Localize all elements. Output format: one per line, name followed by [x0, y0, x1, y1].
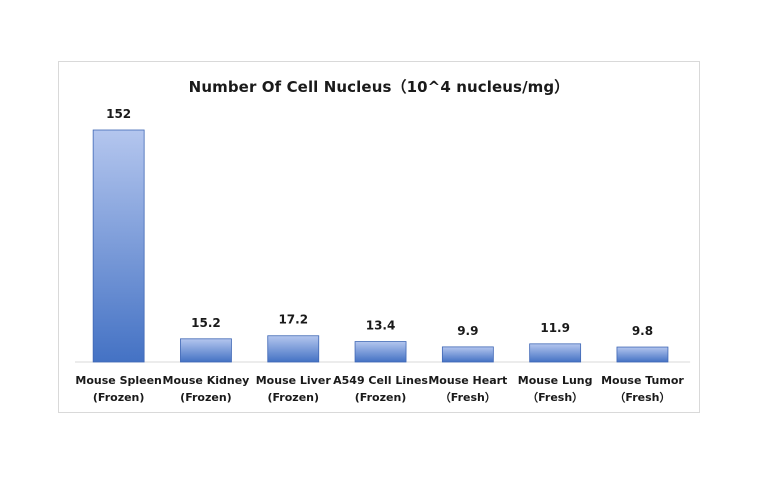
bar-3: [354, 341, 407, 363]
category-label-6-line-1: （Fresh）: [614, 391, 670, 404]
category-label-0-line-0: Mouse Spleen: [75, 374, 162, 387]
category-label-5-line-0: Mouse Lung: [518, 374, 593, 387]
bar-6: [616, 346, 669, 363]
value-label-6: 9.8: [632, 324, 653, 338]
category-label-2-line-0: Mouse Liver: [256, 374, 332, 387]
bar-0: [92, 129, 145, 363]
category-label-4-line-0: Mouse Heart: [428, 374, 507, 387]
category-label-5-line-1: （Fresh）: [527, 391, 583, 404]
value-label-0: 152: [106, 107, 131, 121]
bars-group: [92, 129, 669, 363]
value-labels-group: 152 15.2 17.2 13.4 9.9 11.9 9.8: [106, 107, 653, 338]
category-label-4-line-1: （Fresh）: [440, 391, 496, 404]
category-label-3-line-0: A549 Cell Lines: [333, 374, 428, 387]
value-label-2: 17.2: [278, 313, 308, 327]
bar-5: [529, 343, 582, 363]
category-label-0-line-1: (Frozen): [93, 391, 145, 404]
category-labels-group: Mouse Spleen (Frozen) Mouse Kidney (Frozen)…: [75, 374, 684, 404]
bar-4: [441, 346, 494, 363]
value-label-4: 9.9: [457, 324, 478, 338]
bar-1: [180, 338, 232, 363]
chart-title: Number Of Cell Nucleus（10^4 nucleus/mg）: [188, 78, 570, 96]
value-label-5: 11.9: [540, 321, 570, 335]
value-label-1: 15.2: [191, 316, 221, 330]
category-label-6-line-0: Mouse Tumor: [601, 374, 684, 387]
category-label-1-line-1: (Frozen): [180, 391, 232, 404]
category-label-3-line-1: (Frozen): [355, 391, 407, 404]
category-label-2-line-1: (Frozen): [267, 391, 319, 404]
value-label-3: 13.4: [366, 319, 396, 333]
bar-2: [267, 335, 320, 363]
category-label-1-line-0: Mouse Kidney: [163, 374, 250, 387]
